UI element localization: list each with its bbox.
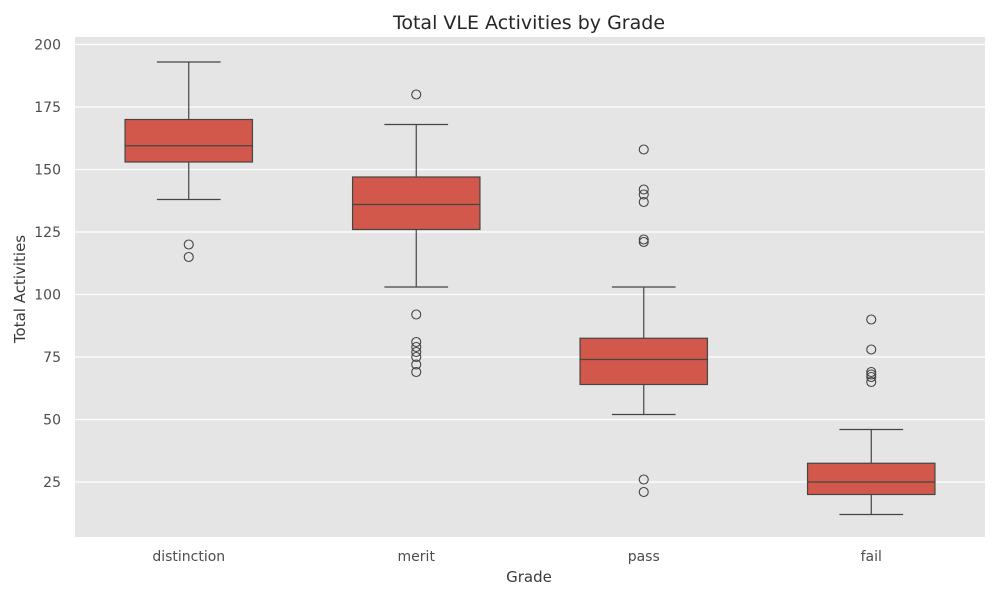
outlier-point (411, 89, 422, 100)
outlier-point (638, 184, 649, 195)
box-group-pass (579, 144, 709, 498)
outlier-point (411, 309, 422, 320)
iqr-box (124, 118, 254, 163)
outlier-point (638, 474, 649, 485)
y-tick-label: 100 (34, 288, 61, 304)
outlier-point (411, 351, 422, 363)
outlier-point (638, 236, 649, 248)
box-group-fail (806, 314, 936, 516)
x-tick-label: fail (861, 549, 882, 565)
outlier-point (866, 369, 877, 380)
box-group-distinction (124, 61, 254, 263)
plot-area (75, 37, 985, 537)
outlier-point (183, 239, 194, 250)
boxes (124, 61, 936, 516)
outlier-point (638, 144, 649, 155)
x-axis-title: Grade (506, 568, 552, 586)
x-tick-label: distinction (152, 549, 225, 565)
grid-lines (75, 43, 985, 483)
outlier-point (638, 486, 649, 498)
y-tick-label: 175 (34, 100, 61, 116)
outlier-point (866, 344, 877, 355)
outlier-point (638, 234, 649, 245)
iqr-box (806, 462, 936, 496)
outlier-point (866, 376, 877, 388)
y-axis-title: Total Activities (11, 235, 29, 344)
chart-title: Total VLE Activities by Grade (392, 12, 665, 34)
y-tick-label: 125 (34, 225, 61, 241)
y-tick-label: 200 (34, 38, 61, 54)
outlier-point (411, 336, 422, 348)
x-tick-label: merit (398, 549, 436, 565)
outlier-point (183, 251, 194, 263)
y-tick-label: 150 (34, 163, 61, 179)
outlier-point (866, 371, 877, 383)
outlier-point (411, 359, 422, 370)
y-tick-label: 50 (43, 413, 61, 429)
y-axis-ticks: 25 50 75 100 125 150 175 200 (34, 38, 61, 492)
iqr-box (351, 176, 481, 231)
outlier-point (638, 196, 649, 208)
outlier-point (866, 314, 877, 325)
iqr-box (579, 337, 709, 386)
y-tick-label: 25 (43, 475, 61, 491)
outlier-point (638, 189, 649, 200)
outlier-point (411, 341, 422, 353)
outlier-point (866, 366, 877, 378)
box-group-merit (351, 89, 481, 378)
outlier-point (411, 346, 422, 358)
x-axis-ticks: distinction merit pass fail (152, 549, 882, 565)
y-tick-label: 75 (43, 350, 61, 366)
x-tick-label: pass (628, 549, 660, 565)
outlier-point (411, 366, 422, 378)
